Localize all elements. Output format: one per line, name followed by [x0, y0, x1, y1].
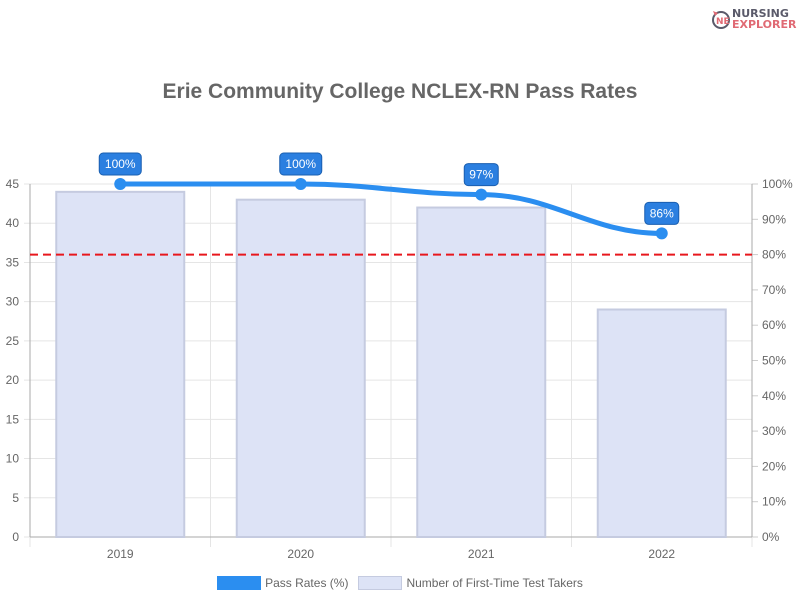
legend-swatch-bar [358, 576, 403, 590]
data-label-box [463, 163, 499, 187]
y-right-tick-label: 60% [762, 318, 786, 332]
data-label-box [98, 152, 142, 176]
pass-rate-line [120, 181, 662, 236]
logo-icon: NE [712, 11, 730, 29]
pass-rate-point-2022 [655, 227, 668, 240]
x-tick-label: 2022 [648, 547, 675, 561]
y-right-tick-label: 20% [762, 459, 786, 473]
y-right-tick-label: 0% [762, 530, 780, 544]
legend-label: Number of First-Time Test Takers [406, 576, 583, 590]
y-left-tick-label: 25 [6, 334, 20, 348]
y-right-tick-label: 100% [762, 177, 793, 191]
y-left-tick-label: 5 [12, 491, 19, 505]
x-tick-label: 2020 [287, 547, 314, 561]
data-label: 97% [469, 168, 493, 182]
y-left-tick-label: 40 [6, 216, 20, 230]
bar-2019 [55, 190, 186, 538]
bar-2020 [235, 198, 366, 538]
y-right-tick-label: 40% [762, 389, 786, 403]
y-right-tick-label: 10% [762, 495, 786, 509]
nursing-explorer-logo: NE NURSING EXPLORER [710, 8, 796, 30]
y-left-tick-label: 35 [6, 255, 20, 269]
y-left-tick-label: 10 [6, 452, 20, 466]
legend-item-pass-rates[interactable]: Pass Rates (%) [217, 576, 348, 590]
legend-label: Pass Rates (%) [265, 576, 349, 590]
y-right-tick-label: 50% [762, 354, 786, 368]
legend: Pass Rates (%) Number of First-Time Test… [0, 576, 800, 590]
y-right-tick-label: 90% [762, 212, 786, 226]
data-label: 100% [105, 157, 136, 171]
logo-line1: NURSING [732, 7, 789, 20]
data-label: 100% [285, 157, 316, 171]
bar-2021 [416, 206, 547, 539]
y-left-tick-label: 0 [12, 530, 19, 544]
pass-rate-point-2020 [294, 178, 307, 190]
bar-2022 [596, 308, 727, 538]
y-left-tick-label: 45 [6, 177, 20, 191]
y-left-tick-label: 15 [6, 412, 20, 426]
x-tick-label: 2021 [468, 547, 495, 561]
chart-title: Erie Community College NCLEX-RN Pass Rat… [162, 80, 638, 103]
y-right-tick-label: 30% [762, 424, 786, 438]
y-left-tick-label: 30 [6, 295, 20, 309]
data-label: 86% [650, 206, 674, 220]
pass-rate-point-2021 [475, 188, 488, 201]
legend-item-test-takers[interactable]: Number of First-Time Test Takers [358, 576, 583, 590]
y-right-tick-label: 70% [762, 283, 786, 297]
data-label-box [644, 201, 680, 225]
legend-swatch-line [217, 576, 262, 590]
x-tick-label: 2019 [107, 547, 134, 561]
y-right-tick-label: 80% [762, 248, 786, 262]
pass-rate-point-2019 [114, 178, 127, 190]
logo-line2: EXPLORER [732, 18, 797, 31]
y-left-tick-label: 20 [6, 373, 20, 387]
data-label-box [279, 152, 323, 176]
svg-text:NE: NE [716, 17, 730, 27]
